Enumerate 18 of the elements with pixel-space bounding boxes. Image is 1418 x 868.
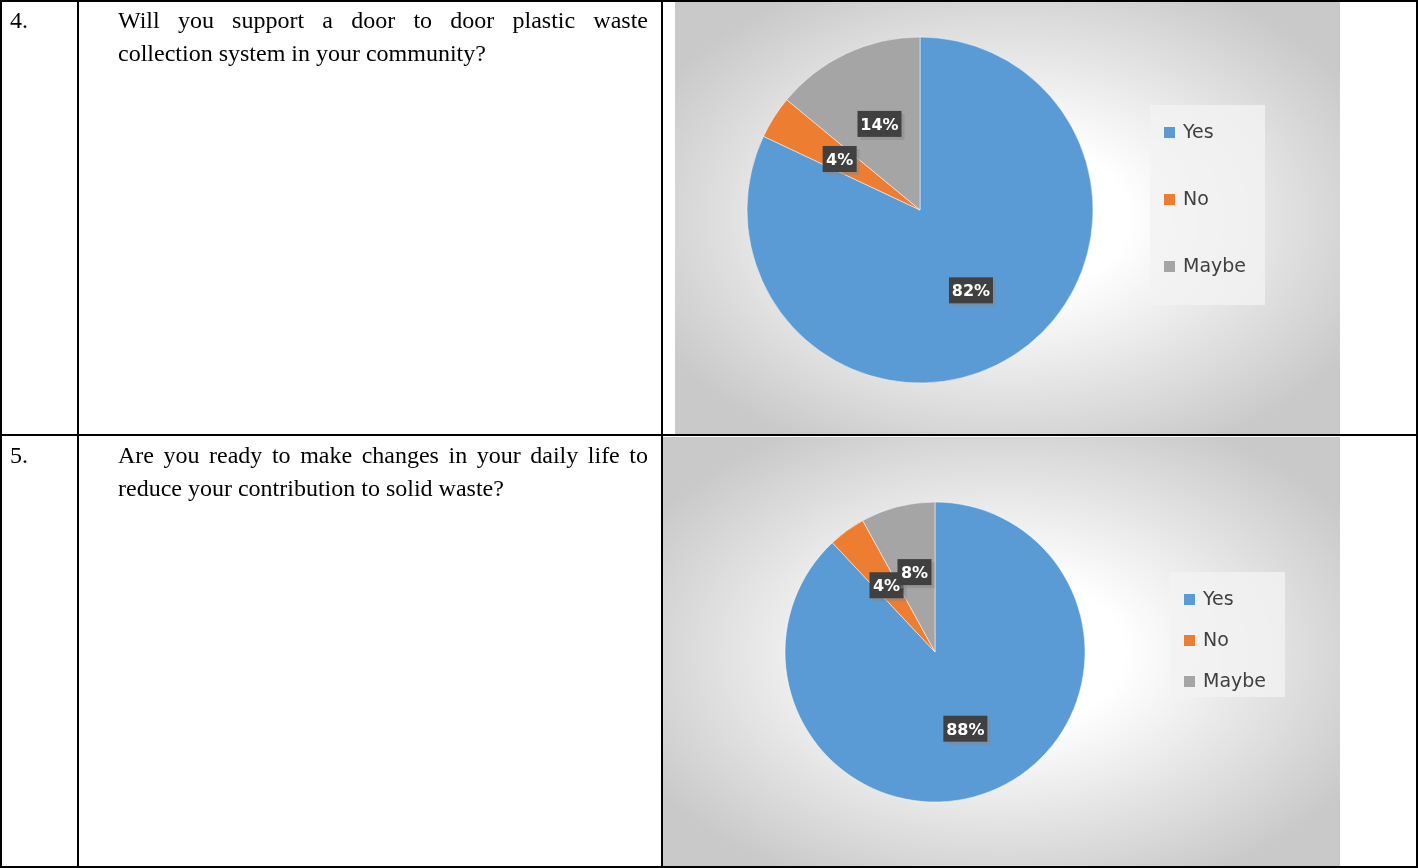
text: Will you support a door to door plastic waste collection system in your community?: [118, 6, 648, 68]
text: Are you ready to make changes in your daily life to reduce your contribution to solid waste?: [118, 441, 648, 503]
text: 5.: [10, 442, 28, 468]
legend-label: Maybe: [1183, 254, 1247, 276]
legend-label: Yes: [1182, 120, 1214, 142]
legend-label: Yes: [1202, 587, 1234, 609]
data-label: 4%: [826, 150, 854, 170]
data-label: 8%: [900, 563, 929, 583]
pie-slice: [747, 36, 1094, 384]
data-label: 4%: [872, 576, 901, 596]
data-label: 82%: [951, 281, 991, 301]
legend-label: No: [1203, 628, 1229, 650]
legend-label: Maybe: [1203, 669, 1267, 691]
pie-slice: [784, 501, 1086, 803]
text: 4.: [10, 7, 28, 33]
data-label: 14%: [860, 114, 899, 134]
legend-label: No: [1183, 187, 1209, 209]
data-label: 88%: [946, 719, 985, 739]
